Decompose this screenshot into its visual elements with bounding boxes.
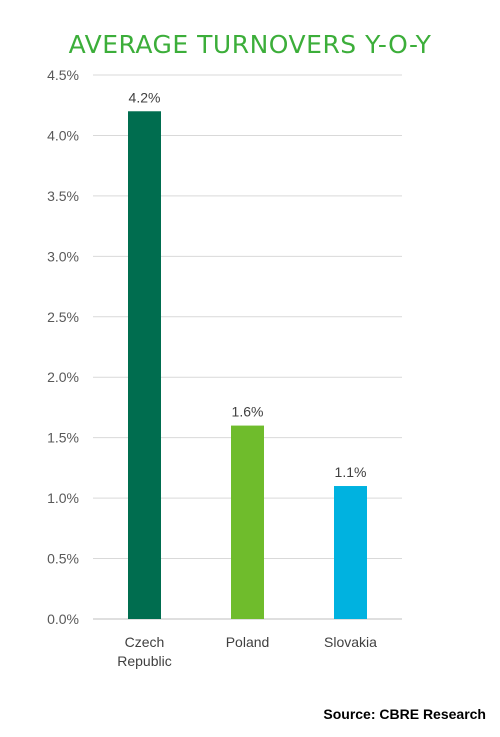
y-tick-label: 2.0% xyxy=(47,369,79,385)
y-tick-label: 0.5% xyxy=(47,551,79,567)
y-tick-label: 1.5% xyxy=(47,430,79,446)
bars xyxy=(128,111,367,620)
y-tick-label: 2.5% xyxy=(47,309,79,325)
y-tick-label: 4.5% xyxy=(47,67,79,83)
x-tick-label: Poland xyxy=(226,634,270,650)
chart-title: AVERAGE TURNOVERS Y-O-Y xyxy=(68,30,432,59)
x-tick-label: Czech xyxy=(125,634,165,650)
bar-value-label: 1.6% xyxy=(232,404,264,420)
y-tick-label: 3.5% xyxy=(47,188,79,204)
bar xyxy=(128,111,161,620)
bar xyxy=(334,486,367,619)
x-axis-tick-labels: Czech Republic Poland Slovakia xyxy=(117,634,377,669)
y-tick-label: 3.0% xyxy=(47,248,79,264)
y-axis-tick-labels: 0.0% 0.5% 1.0% 1.5% 2.0% 2.5% 3.0% 3.5% 4.0% 4.5% xyxy=(47,67,79,627)
y-tick-label: 0.0% xyxy=(47,611,79,627)
data-labels: 4.2% 1.6% 1.1% xyxy=(129,89,367,480)
source-note: Source: CBRE Research xyxy=(323,706,486,722)
bar xyxy=(231,425,264,619)
bar-value-label: 4.2% xyxy=(129,89,161,105)
y-tick-label: 4.0% xyxy=(47,127,79,143)
bar-value-label: 1.1% xyxy=(335,464,367,480)
y-tick-label: 1.0% xyxy=(47,490,79,506)
x-tick-label: Slovakia xyxy=(324,634,377,650)
x-tick-label: Republic xyxy=(117,653,171,669)
